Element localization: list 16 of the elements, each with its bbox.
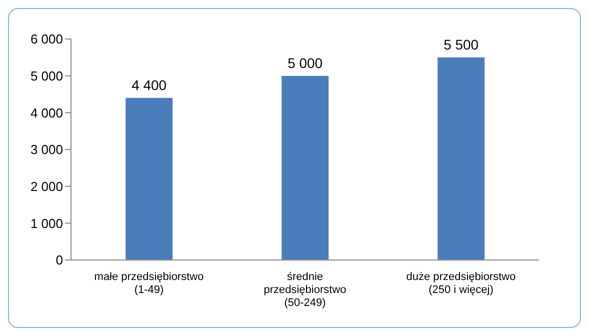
bar <box>282 76 329 260</box>
bar <box>438 57 485 260</box>
y-tick-label: 1 000 <box>30 216 63 231</box>
y-tick-label: 5 000 <box>30 68 63 84</box>
data-label: 5 500 <box>444 36 479 52</box>
x-tick-label: duże przedsiębiorstwo (250 i więcej) <box>406 271 516 296</box>
y-tick-label: 3 000 <box>30 142 63 158</box>
y-tick-label: 4 000 <box>30 105 63 120</box>
y-tick-label: 2 000 <box>30 178 63 194</box>
data-label: 5 000 <box>288 54 323 71</box>
x-tick-label: średnie przedsiębiorstwo (50-249) <box>264 271 346 309</box>
x-tick-label: małe przedsiębiorstwo (1-49) <box>94 271 204 296</box>
data-label: 4 400 <box>132 76 167 93</box>
y-tick-label: 6 000 <box>30 32 63 47</box>
bar <box>126 98 173 260</box>
y-tick-label: 0 <box>56 252 63 268</box>
